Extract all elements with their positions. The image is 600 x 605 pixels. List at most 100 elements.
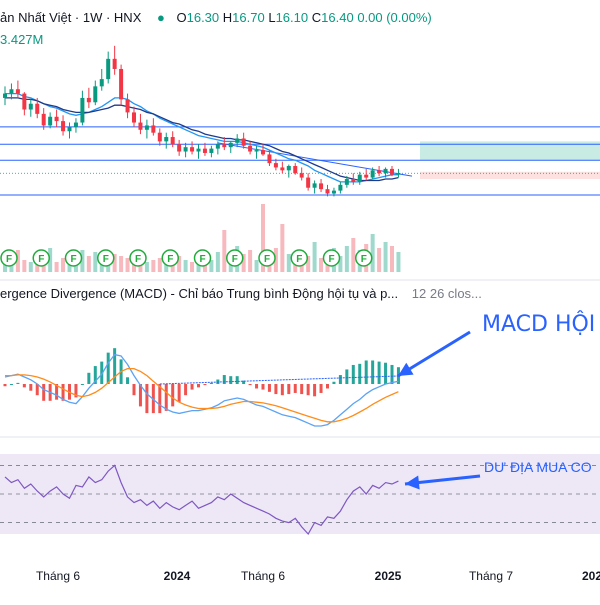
dividend-marker <box>0 249 18 267</box>
macd-histogram-bar <box>126 377 130 384</box>
volume-bar <box>319 258 324 272</box>
candle-body <box>196 148 201 152</box>
volume-bar <box>112 254 117 272</box>
candle-body <box>22 93 27 110</box>
candle-body <box>151 125 156 133</box>
candle-body <box>119 68 124 100</box>
dividend-marker <box>32 249 50 267</box>
candle-body <box>390 168 394 175</box>
volume-bar <box>261 204 265 272</box>
dividend-marker <box>97 249 115 267</box>
candle-body <box>215 144 220 149</box>
candle-body <box>370 170 375 178</box>
macd-histogram-bar <box>377 361 381 384</box>
candle-body <box>190 147 195 152</box>
macd-histogram-bar <box>158 384 162 414</box>
volume-bar <box>377 248 382 272</box>
close-value: 16.40 <box>321 10 354 25</box>
macd-signal-line <box>5 367 399 423</box>
macd-histogram-bar <box>35 384 39 396</box>
high-value: 16.70 <box>232 10 265 25</box>
macd-histogram-bar <box>255 384 259 389</box>
macd-histogram-bar <box>390 364 394 384</box>
candle-body <box>280 167 285 171</box>
rsi-annotation: DƯ ĐỊA MUA CO <box>484 459 592 475</box>
macd-histogram-bar <box>80 384 84 385</box>
macd-histogram-bar <box>313 384 317 397</box>
candle-body <box>61 121 66 132</box>
candle-body <box>209 148 214 153</box>
candle-body <box>99 79 104 87</box>
macd-histogram-bar <box>145 384 149 414</box>
low-value: 16.10 <box>275 10 309 25</box>
open-value: 16.30 <box>186 10 220 25</box>
candle-body <box>228 142 233 148</box>
ema-fast-line <box>5 92 399 183</box>
volume-bar <box>190 262 195 272</box>
candle-body <box>138 122 143 130</box>
candle-body <box>364 174 369 178</box>
macd-histogram-bar <box>3 384 7 387</box>
candle-body <box>144 125 149 130</box>
volume-bar <box>157 258 162 272</box>
candle-body <box>338 184 343 191</box>
volume-bar <box>241 254 246 272</box>
dividend-marker-label: F <box>103 254 109 265</box>
candle-body <box>325 189 330 194</box>
dividend-marker <box>64 249 83 267</box>
candle-body <box>299 173 304 178</box>
macd-histogram-bar <box>209 382 213 384</box>
volume-bar <box>164 260 169 272</box>
volume-bar <box>280 224 285 272</box>
macd-histogram-bar <box>371 360 375 384</box>
volume-bar <box>48 248 53 272</box>
candle-body <box>170 137 175 145</box>
macd-histogram-bar <box>300 384 304 395</box>
x-tick-label: Tháng 7 <box>468 569 514 583</box>
dividend-marker-label: F <box>328 254 334 265</box>
macd-histogram-bar <box>61 384 65 401</box>
volume-bar <box>54 262 59 272</box>
macd-histogram-bar <box>235 376 239 384</box>
volume-bar <box>22 260 27 272</box>
candle-body <box>132 112 136 123</box>
macd-histogram-bar <box>177 384 181 402</box>
macd-histogram-bar <box>151 384 155 414</box>
rsi-line <box>4 464 399 536</box>
ema-slow-line <box>5 97 399 182</box>
volume-bar <box>344 246 349 272</box>
macd-trendline <box>159 375 399 385</box>
macd-histogram-bar <box>42 384 46 401</box>
candle-body <box>80 97 85 123</box>
macd-legend[interactable]: ergence Divergence (MACD) - Chỉ báo Trun… <box>0 286 482 301</box>
macd-histogram-bar <box>345 369 349 384</box>
macd-histogram-bar <box>364 360 368 384</box>
candle-body <box>73 122 78 127</box>
macd-histogram-bar <box>197 384 200 388</box>
candle-body <box>157 132 162 142</box>
candle-body <box>357 174 362 182</box>
candle-body <box>164 137 169 142</box>
macd-annotation: MACD HỘI <box>482 312 596 337</box>
candle-body <box>319 183 324 190</box>
volume-value: 3.427M <box>0 32 44 47</box>
macd-line <box>4 353 399 427</box>
macd-histogram-bar <box>222 375 226 384</box>
macd-histogram-bar <box>190 384 194 390</box>
dividend-marker <box>322 249 341 267</box>
candle-body <box>86 97 91 103</box>
x-tick-label: 2025 <box>374 569 402 583</box>
candle-body <box>248 145 253 152</box>
volume-bar <box>312 242 317 272</box>
candle-body <box>351 179 356 182</box>
macd-histogram-bar <box>280 384 284 396</box>
macd-histogram-bar <box>184 384 188 396</box>
dividend-marker <box>193 249 212 267</box>
macd-histogram-bar <box>319 384 323 393</box>
macd-title: ergence Divergence (MACD) - Chỉ báo Trun… <box>0 286 399 301</box>
macd-histogram-bar <box>274 384 278 395</box>
volume-bar <box>215 252 220 272</box>
symbol-title[interactable]: ản Nhất Việt · 1W · HNX <box>0 10 142 25</box>
volume-bar <box>396 252 401 272</box>
macd-histogram-bar <box>29 384 33 391</box>
